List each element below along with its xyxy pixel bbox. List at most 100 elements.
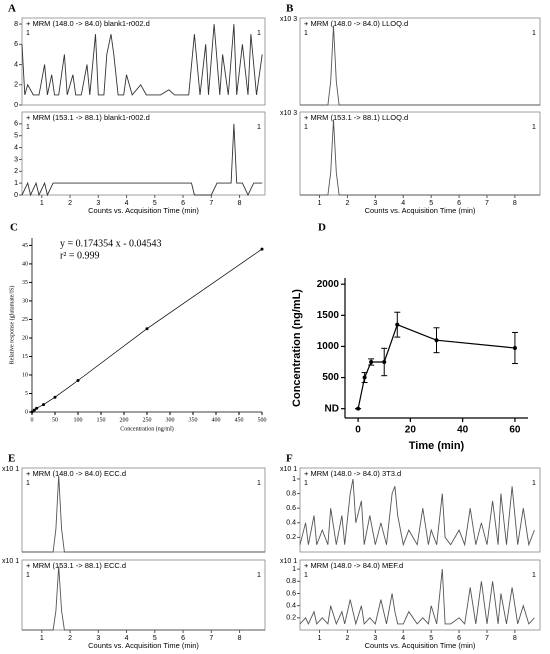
trace-title: + MRM (148.0 -> 84.0) 3T3.d xyxy=(304,469,401,478)
x-tick-label: 8 xyxy=(238,200,242,207)
corner-label: 1 xyxy=(532,480,536,487)
y-multiplier: x10 1 xyxy=(280,558,297,565)
plot-frame xyxy=(299,559,541,631)
y-multiplier: x10 3 xyxy=(280,110,297,117)
data-point xyxy=(145,327,149,331)
x-tick-label: 60 xyxy=(509,425,521,436)
data-point xyxy=(434,338,439,343)
x-tick-label: 4 xyxy=(125,635,129,642)
x-tick-label: 350 xyxy=(189,417,198,423)
x-tick-label: 450 xyxy=(235,417,244,423)
corner-label: 1 xyxy=(532,572,536,579)
y-tick-label: 35 xyxy=(22,280,28,286)
y-tick-label: 0 xyxy=(14,192,18,199)
y-tick-label: 2 xyxy=(14,168,18,175)
y-tick-label: 4 xyxy=(14,61,18,68)
x-axis-label: Time (min) xyxy=(409,440,465,452)
y-multiplier: x10 3 xyxy=(280,16,297,23)
plot-frame xyxy=(299,467,541,553)
x-tick-label: 0 xyxy=(355,425,361,436)
x-tick-label: 2 xyxy=(68,635,72,642)
x-tick-label: 6 xyxy=(181,635,185,642)
trace xyxy=(300,25,540,106)
y-tick-label: 0.2 xyxy=(286,615,296,622)
x-tick-label: 400 xyxy=(212,417,221,423)
r-squared: r² = 0.999 xyxy=(60,250,99,261)
equation: y = 0.174354 x - 0.04543 xyxy=(60,238,161,249)
trace-title: + MRM (148.0 -> 84.0) blank1-r002.d xyxy=(26,19,150,28)
y-multiplier: x10 1 xyxy=(2,466,19,473)
data-point xyxy=(395,322,400,327)
x-tick-label: 40 xyxy=(457,425,469,436)
y-tick-label: 1 xyxy=(14,180,18,187)
x-tick-label: 20 xyxy=(405,425,417,436)
corner-label: 1 xyxy=(304,480,308,487)
y-tick-label: 0.8 xyxy=(286,490,296,497)
fit-line xyxy=(31,248,263,413)
trace-title: + MRM (148.0 -> 84.0) LLOQ.d xyxy=(304,19,408,28)
y-tick-label: 30 xyxy=(22,298,28,304)
y-tick-label: 0.6 xyxy=(286,590,296,597)
y-axis-label: Relative response (glutamate/IS) xyxy=(8,286,15,365)
corner-label: 1 xyxy=(304,572,308,579)
x-tick-label: 5 xyxy=(429,200,433,207)
y-tick-label: 25 xyxy=(22,317,28,323)
x-tick-label: 5 xyxy=(429,635,433,642)
x-tick-label: 150 xyxy=(97,417,106,423)
x-tick-label: 5 xyxy=(153,200,157,207)
x-tick-label: 250 xyxy=(143,417,152,423)
x-tick-label: 1 xyxy=(318,200,322,207)
data-point xyxy=(260,247,264,251)
x-axis-label: Concentration (ng/ml) xyxy=(120,425,174,432)
x-tick-label: 2 xyxy=(68,200,72,207)
x-tick-label: 4 xyxy=(125,200,129,207)
x-tick-label: 2 xyxy=(345,200,349,207)
trace xyxy=(22,475,265,553)
y-tick-label: 10 xyxy=(22,372,28,378)
y-tick-label: 0.6 xyxy=(286,505,296,512)
x-tick-label: 3 xyxy=(373,200,377,207)
y-axis-label: Concentration (ng/mL) xyxy=(291,289,303,407)
x-axis-label: Counts vs. Acquisition Time (min) xyxy=(365,206,476,215)
y-tick-label: 6 xyxy=(14,121,18,128)
y-tick-label: 0 xyxy=(14,102,18,109)
x-tick-label: 50 xyxy=(52,417,58,423)
y-tick-label: 15 xyxy=(22,354,28,360)
y-tick-label: 0.4 xyxy=(286,602,296,609)
x-tick-label: 7 xyxy=(209,200,213,207)
x-tick-label: 6 xyxy=(457,200,461,207)
trace xyxy=(299,478,535,547)
corner-label: 1 xyxy=(26,30,30,37)
trace-title: + MRM (148.0 -> 84.0) ECC.d xyxy=(26,469,126,478)
trace xyxy=(299,569,535,626)
y-tick-label: 45 xyxy=(22,243,28,249)
data-point xyxy=(53,395,57,399)
trace-title: + MRM (153.1 -> 88.1) LLOQ.d xyxy=(304,113,408,122)
data-point xyxy=(42,403,45,407)
data-point xyxy=(369,360,374,364)
corner-label: 1 xyxy=(257,572,261,579)
panel-label: A xyxy=(8,3,16,15)
corner-label: 1 xyxy=(26,480,30,487)
x-tick-label: 200 xyxy=(120,417,129,423)
x-tick-label: 7 xyxy=(485,635,489,642)
y-tick-label: 0.8 xyxy=(286,578,296,585)
x-tick-label: 2 xyxy=(345,635,349,642)
y-tick-label: 500 xyxy=(322,372,339,383)
y-multiplier: x10 1 xyxy=(2,558,19,565)
y-tick-label: 1500 xyxy=(317,310,340,321)
x-tick-label: 300 xyxy=(166,417,175,423)
y-tick-label: 6 xyxy=(14,41,18,48)
panel-label: F xyxy=(286,453,293,465)
x-tick-label: 5 xyxy=(153,635,157,642)
x-tick-label: 8 xyxy=(513,200,517,207)
y-tick-label: 5 xyxy=(25,391,28,397)
corner-label: 1 xyxy=(257,124,261,131)
corner-label: 1 xyxy=(532,124,536,131)
corner-label: 1 xyxy=(26,572,30,579)
data-point xyxy=(382,360,387,364)
x-tick-label: 100 xyxy=(74,417,83,423)
corner-label: 1 xyxy=(304,124,308,131)
x-tick-label: 0 xyxy=(31,417,34,423)
y-tick-label: 1000 xyxy=(317,341,340,352)
